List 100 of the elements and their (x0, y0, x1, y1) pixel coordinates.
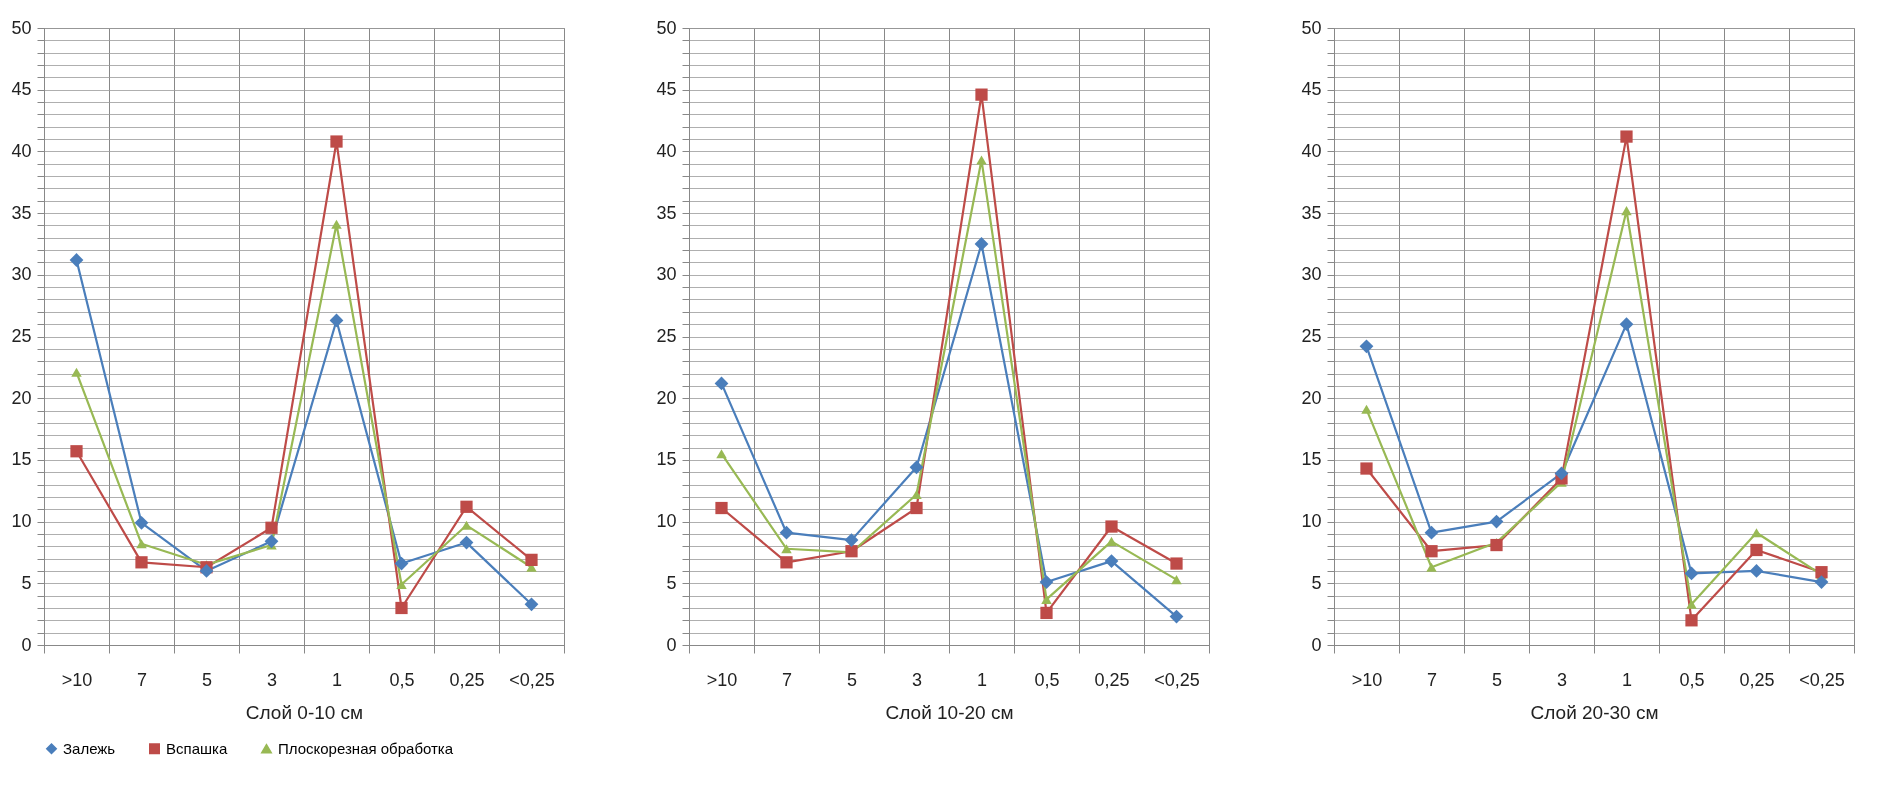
y-tick-label: 25 (11, 326, 32, 346)
y-tick-label: 45 (11, 79, 32, 100)
point (1815, 566, 1828, 579)
y-tick-label: 40 (656, 140, 677, 161)
point (716, 449, 727, 459)
point (911, 489, 922, 499)
point (1040, 606, 1053, 620)
point (199, 564, 214, 578)
y-tick-label: 45 (1301, 79, 1322, 100)
x-tick-label: 1 (976, 669, 988, 690)
y-tick-label: 35 (656, 202, 677, 223)
y-tick-label: 0 (666, 634, 677, 655)
point (779, 525, 794, 540)
point (1751, 528, 1762, 538)
y-tick-label: 30 (11, 264, 32, 285)
y-tick-label: 10 (1301, 511, 1322, 532)
x-tick-label: <0,25 (1799, 669, 1845, 690)
y-tick-label: 0 (21, 634, 32, 655)
x-tick-label: 3 (1556, 669, 1568, 690)
x-tick-label: 5 (846, 669, 858, 690)
y-tick-label: 30 (1301, 264, 1322, 285)
point (1104, 554, 1119, 568)
point (844, 533, 859, 547)
point (136, 539, 147, 549)
point (974, 237, 989, 251)
point (69, 253, 84, 267)
x-tick-label: 7 (136, 669, 148, 690)
point (460, 500, 473, 513)
y-tick-label: 25 (1301, 326, 1322, 346)
x-tick-label: 0,25 (1094, 669, 1130, 690)
point (264, 534, 279, 549)
y-tick-label: 35 (1301, 202, 1322, 223)
point (525, 553, 538, 566)
point (714, 376, 729, 391)
point (70, 445, 83, 458)
y-tick-label: 10 (11, 511, 32, 532)
y-tick-label: 35 (11, 202, 32, 223)
y-tick-label: 45 (656, 79, 677, 100)
y-tick-label: 15 (656, 449, 677, 470)
point (461, 520, 472, 530)
y-tick-label: 15 (11, 449, 32, 470)
point (135, 556, 148, 569)
point (1814, 575, 1829, 589)
y-tick-label: 20 (1301, 387, 1322, 408)
y-tick-label: 50 (1301, 17, 1322, 38)
point (524, 597, 539, 612)
point (134, 515, 149, 530)
point (1169, 609, 1184, 624)
point (1360, 462, 1373, 475)
y-tick-label: 50 (656, 17, 677, 38)
point (1039, 575, 1054, 589)
x-tick-label: >10 (706, 669, 738, 690)
point (1621, 206, 1632, 216)
y-tick-label: 30 (656, 264, 677, 285)
y-tick-label: 20 (656, 387, 677, 408)
point (1750, 543, 1763, 557)
point (715, 501, 728, 515)
y-tick-label: 5 (21, 572, 32, 593)
point (1359, 339, 1374, 354)
point (1171, 575, 1182, 585)
point (909, 460, 924, 475)
point (1170, 557, 1183, 570)
point (1620, 130, 1633, 143)
y-tick-label: 10 (656, 511, 677, 532)
y-tick-label: 5 (1311, 572, 1322, 593)
x-tick-label: 3 (266, 669, 278, 690)
y-tick-label: 40 (11, 140, 32, 161)
x-tick-label: 0,5 (389, 669, 415, 690)
x-axis-title: Слой 20-30 см (1530, 701, 1659, 723)
x-tick-label: <0,25 (509, 669, 555, 690)
point (1361, 404, 1372, 414)
point (1685, 614, 1698, 627)
point (780, 556, 793, 569)
point (1686, 599, 1697, 609)
point (1619, 317, 1634, 332)
point (975, 88, 988, 101)
point (1426, 562, 1437, 572)
point (1749, 564, 1764, 578)
x-tick-label: <0,25 (1154, 669, 1200, 690)
point (395, 601, 408, 615)
x-axis-title: Слой 0-10 см (245, 701, 364, 723)
x-tick-label: 0,25 (449, 669, 485, 690)
legend-label: Залежь (63, 739, 116, 757)
point (1105, 520, 1118, 533)
y-tick-label: 50 (11, 17, 32, 38)
y-tick-label: 25 (656, 326, 677, 346)
x-tick-label: 0,5 (1034, 669, 1060, 690)
x-tick-label: 3 (911, 669, 923, 690)
point (396, 579, 407, 590)
y-tick-label: 0 (1311, 634, 1322, 655)
point (781, 544, 792, 554)
legend-label: Вспашка (166, 739, 228, 757)
x-tick-label: 7 (781, 669, 793, 690)
point (976, 155, 987, 165)
point (1490, 538, 1503, 552)
y-tick-label: 40 (1301, 140, 1322, 161)
x-tick-label: 7 (1426, 669, 1438, 690)
x-tick-label: 1 (331, 669, 343, 690)
x-axis-title: Слой 10-20 см (885, 701, 1014, 723)
x-tick-label: 5 (201, 669, 213, 690)
